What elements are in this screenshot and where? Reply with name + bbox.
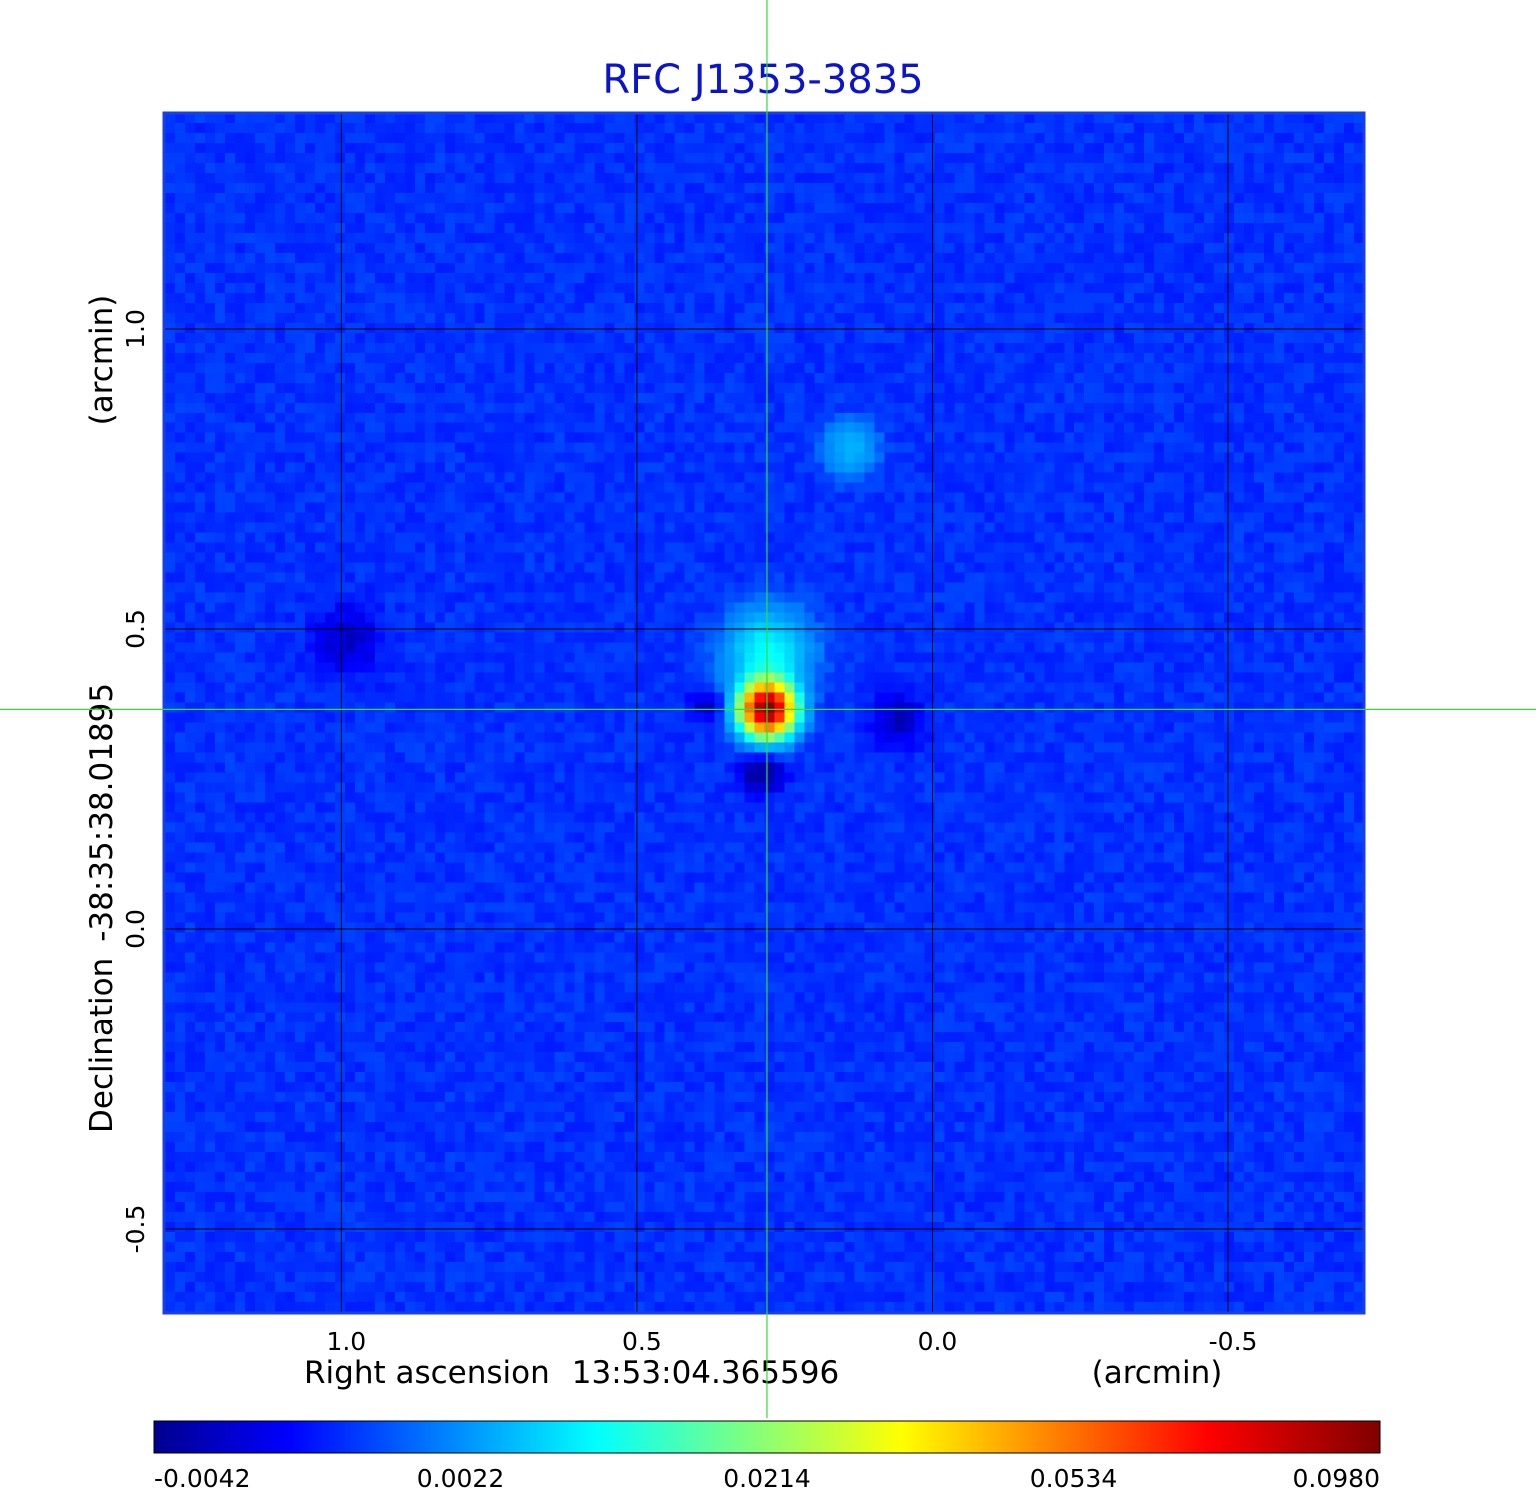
- image-plot: [165, 113, 1364, 1312]
- colorbar-tick-labels: -0.0042 0.0022 0.0214 0.0534 0.0980: [154, 1464, 1380, 1493]
- colorbar-tick-label: -0.0042: [154, 1464, 251, 1493]
- y-axis-unit: (arcmin): [84, 295, 120, 426]
- y-tick-label: 1.0: [121, 309, 150, 349]
- y-tick-label: -0.5: [121, 1205, 150, 1254]
- x-tick-label: -0.5: [1209, 1327, 1258, 1356]
- colorbar-tick-label: 0.0534: [1030, 1464, 1117, 1493]
- plot-frame: [162, 111, 1366, 1315]
- x-axis-center: 13:53:04.365596: [572, 1355, 839, 1391]
- x-axis-title: Right ascension: [304, 1355, 550, 1391]
- x-tick-label: 0.5: [622, 1327, 662, 1356]
- y-axis-title: Declination: [84, 958, 120, 1133]
- colorbar-tick-label: 0.0022: [417, 1464, 504, 1493]
- colorbar: [153, 1420, 1381, 1454]
- colorbar-tick-label: 0.0980: [1293, 1464, 1380, 1493]
- grid-lines: [164, 113, 1364, 1313]
- y-axis-center: -38:35:38.01895: [84, 683, 120, 942]
- x-axis-unit: (arcmin): [1092, 1355, 1223, 1391]
- y-tick-label: 0.5: [121, 609, 150, 649]
- y-tick-label: 0.0: [121, 909, 150, 949]
- x-tick-label: 1.0: [326, 1327, 366, 1356]
- x-tick-labels: 1.0 0.5 0.0 -0.5: [326, 1327, 1257, 1356]
- y-axis-label: Declination -38:35:38.01895: [84, 683, 120, 1133]
- chart-title: RFC J1353-3835: [602, 57, 923, 103]
- x-axis-label: Right ascension 13:53:04.365596: [304, 1355, 839, 1391]
- colorbar-tick-label: 0.0214: [723, 1464, 810, 1493]
- x-tick-label: 0.0: [918, 1327, 958, 1356]
- y-tick-labels: 1.0 0.5 0.0 -0.5: [121, 309, 150, 1253]
